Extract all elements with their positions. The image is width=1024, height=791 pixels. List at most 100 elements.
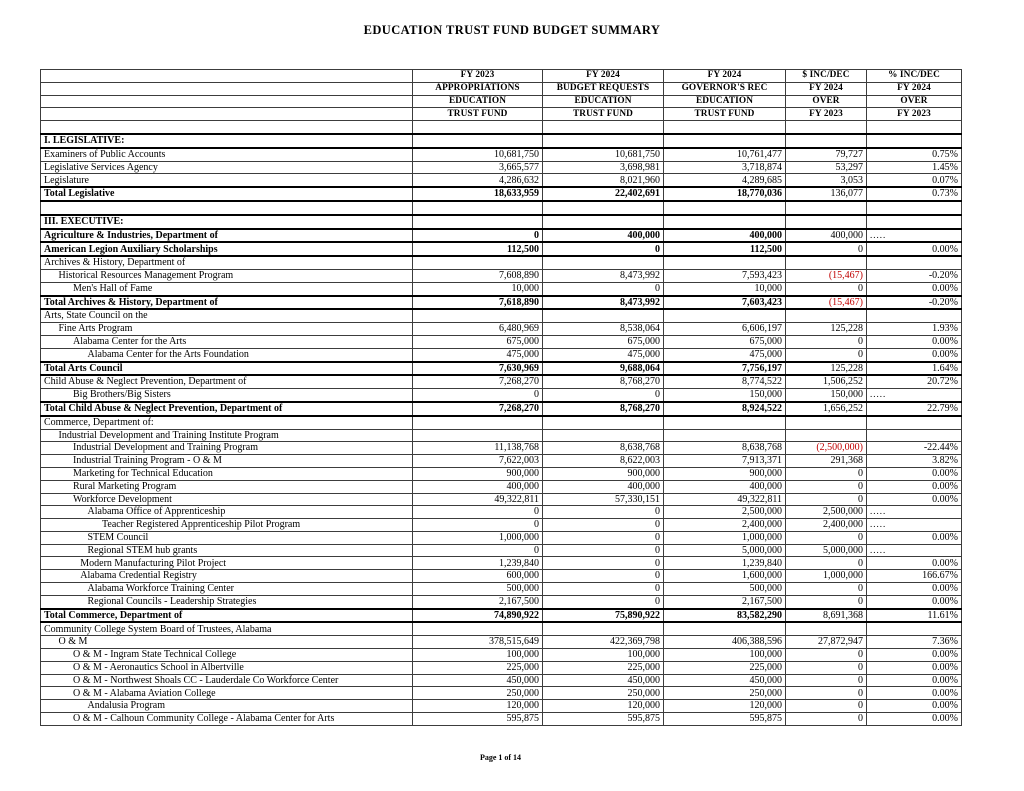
header-row: TRUST FUND TRUST FUND TRUST FUND FY 2023 FY … [40,107,962,122]
header-cell [40,69,413,83]
value-cell: 18,770,036 [663,186,786,202]
value-cell: 1,000,000 [663,530,786,545]
value-cell: 10,681,750 [412,147,543,162]
table-row: Alabama Center for the Arts 675,000 675,00… [40,334,962,349]
value-cell: ..... [866,388,962,403]
value-cell: 0.00% [866,556,962,571]
header-cell [40,107,413,122]
value-cell: 7,913,371 [663,454,786,468]
value-cell: 0 [785,281,867,297]
value-cell: 0 [412,505,543,520]
value-cell: 100,000 [663,648,786,662]
value-cell: 0 [542,388,664,403]
row-label: Alabama Center for the Arts Foundation [40,347,413,363]
value-cell: 125,228 [785,360,867,377]
header-cell: $ INC/DEC [785,69,867,83]
value-cell: ..... [866,505,962,520]
value-cell [785,213,867,230]
value-cell: 5,000,000 [785,543,867,558]
value-cell [412,621,543,637]
table-row: Marketing for Technical Education 900,000… [40,466,962,481]
value-cell: 0 [412,543,543,558]
value-cell: 11,138,768 [412,441,543,456]
value-cell: 2,167,500 [663,594,786,610]
table-row: Commerce, Department of: [40,415,962,430]
value-cell: 1,506,252 [785,374,867,390]
value-cell [663,415,786,430]
table-row: Archives & History, Department of [40,255,962,270]
value-cell [663,308,786,324]
value-cell: 0 [542,241,664,258]
value-cell: 8,768,270 [542,400,664,417]
value-cell: 900,000 [542,466,664,481]
value-cell: 400,000 [663,227,786,244]
value-cell: (2,500,000) [785,441,867,456]
value-cell: 225,000 [412,660,543,675]
header-cell [40,120,413,135]
value-cell: 11.61% [866,607,962,624]
value-cell: 291,368 [785,454,867,468]
value-cell: (15,467) [785,294,867,311]
value-cell: 10,000 [412,281,543,297]
header-cell: GOVERNOR'S REC [663,81,786,96]
value-cell [412,308,543,324]
row-label: American Legion Auxiliary Scholarships [40,241,413,258]
row-label: Legislature [40,173,413,188]
table-row: O & M 378,515,649 422,369,798 406,388,596 27… [40,635,962,650]
value-cell [866,255,962,270]
value-cell: 18,633,959 [412,186,543,202]
value-cell: 112,500 [663,241,786,258]
table-row: O & M - Calhoun Community College - Alab… [40,712,962,726]
value-cell [542,213,664,230]
value-cell [785,308,867,324]
value-cell [785,428,867,443]
value-cell: 3.82% [866,454,962,468]
row-label: STEM Council [40,530,413,545]
table-row: Alabama Workforce Training Center 500,000… [40,582,962,596]
row-label: Alabama Center for the Arts [40,334,413,349]
header-cell: FY 2023 [412,69,543,83]
table-row: Teacher Registered Apprenticeship Pilot … [40,518,962,532]
header-row: EDUCATION EDUCATION EDUCATION OVER OVER [40,94,962,109]
value-cell: 1,656,252 [785,400,867,417]
row-label: Alabama Credential Registry [40,569,413,584]
value-cell [542,132,664,149]
table-row: Men's Hall of Fame 10,000 0 10,000 0 0.00% [40,281,962,297]
header-cell [542,120,664,135]
value-cell [866,132,962,149]
value-cell: -0.20% [866,294,962,311]
value-cell: 2,400,000 [663,518,786,532]
table-row: Regional Councils - Leadership Strategie… [40,594,962,610]
value-cell: 120,000 [663,699,786,714]
table-row: Community College System Board of Truste… [40,621,962,637]
table-row: III. EXECUTIVE: [40,213,962,230]
table-row: Examiners of Public Accounts 10,681,750 10… [40,147,962,162]
row-label: Teacher Registered Apprenticeship Pilot … [40,518,413,532]
value-cell [412,213,543,230]
value-cell: 10,000 [663,281,786,297]
header-cell: BUDGET REQUESTS [542,81,664,96]
value-cell: 136,077 [785,186,867,202]
value-cell: 0.00% [866,241,962,258]
value-cell: 450,000 [542,673,664,688]
value-cell: 0.00% [866,492,962,507]
value-cell: 400,000 [542,479,664,494]
value-cell [866,200,962,216]
value-cell [785,415,867,430]
value-cell: ..... [866,227,962,244]
value-cell: 4,286,632 [412,173,543,188]
table-row: Arts, State Council on the [40,308,962,324]
value-cell: 2,400,000 [785,518,867,532]
table-row: Child Abuse & Neglect Prevention, Depart… [40,374,962,390]
value-cell: 0 [785,660,867,675]
value-cell: 3,698,981 [542,160,664,175]
value-cell: 6,606,197 [663,322,786,336]
value-cell [866,621,962,637]
value-cell: 0 [785,530,867,545]
value-cell: 83,582,290 [663,607,786,624]
table-row: Agriculture & Industries, Department of 0… [40,227,962,244]
page-number: Page 1 of 14 [479,753,522,762]
value-cell: 8,924,522 [663,400,786,417]
table-row: Fine Arts Program 6,480,969 8,538,064 6,606… [40,322,962,336]
